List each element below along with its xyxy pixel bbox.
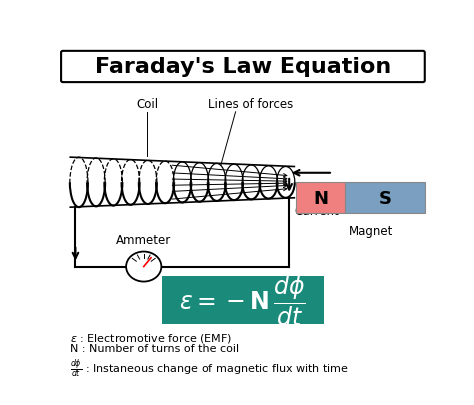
Text: S: S: [378, 189, 392, 207]
Text: $\frac{d\phi}{dt}$ : Instaneous change of magnetic flux with time: $\frac{d\phi}{dt}$ : Instaneous change o…: [70, 356, 349, 379]
Text: Lines of forces: Lines of forces: [208, 98, 293, 111]
Text: Faraday's Law Equation: Faraday's Law Equation: [95, 58, 391, 77]
Text: Ammeter: Ammeter: [116, 234, 172, 247]
Text: N : Number of turns of the coil: N : Number of turns of the coil: [70, 343, 239, 353]
Circle shape: [126, 252, 161, 282]
Text: Coil: Coil: [137, 98, 158, 111]
Text: N: N: [313, 189, 328, 207]
Text: Magnet: Magnet: [349, 224, 394, 237]
Bar: [296, 183, 345, 214]
Bar: [345, 183, 425, 214]
Text: Current: Current: [295, 204, 339, 217]
FancyBboxPatch shape: [61, 52, 425, 83]
Text: $\varepsilon$ : Electromotive force (EMF): $\varepsilon$ : Electromotive force (EMF…: [70, 331, 233, 344]
Bar: [162, 276, 324, 324]
Text: $\varepsilon = -\mathbf{N}\,\dfrac{d\phi}{dt}$: $\varepsilon = -\mathbf{N}\,\dfrac{d\phi…: [180, 273, 306, 328]
